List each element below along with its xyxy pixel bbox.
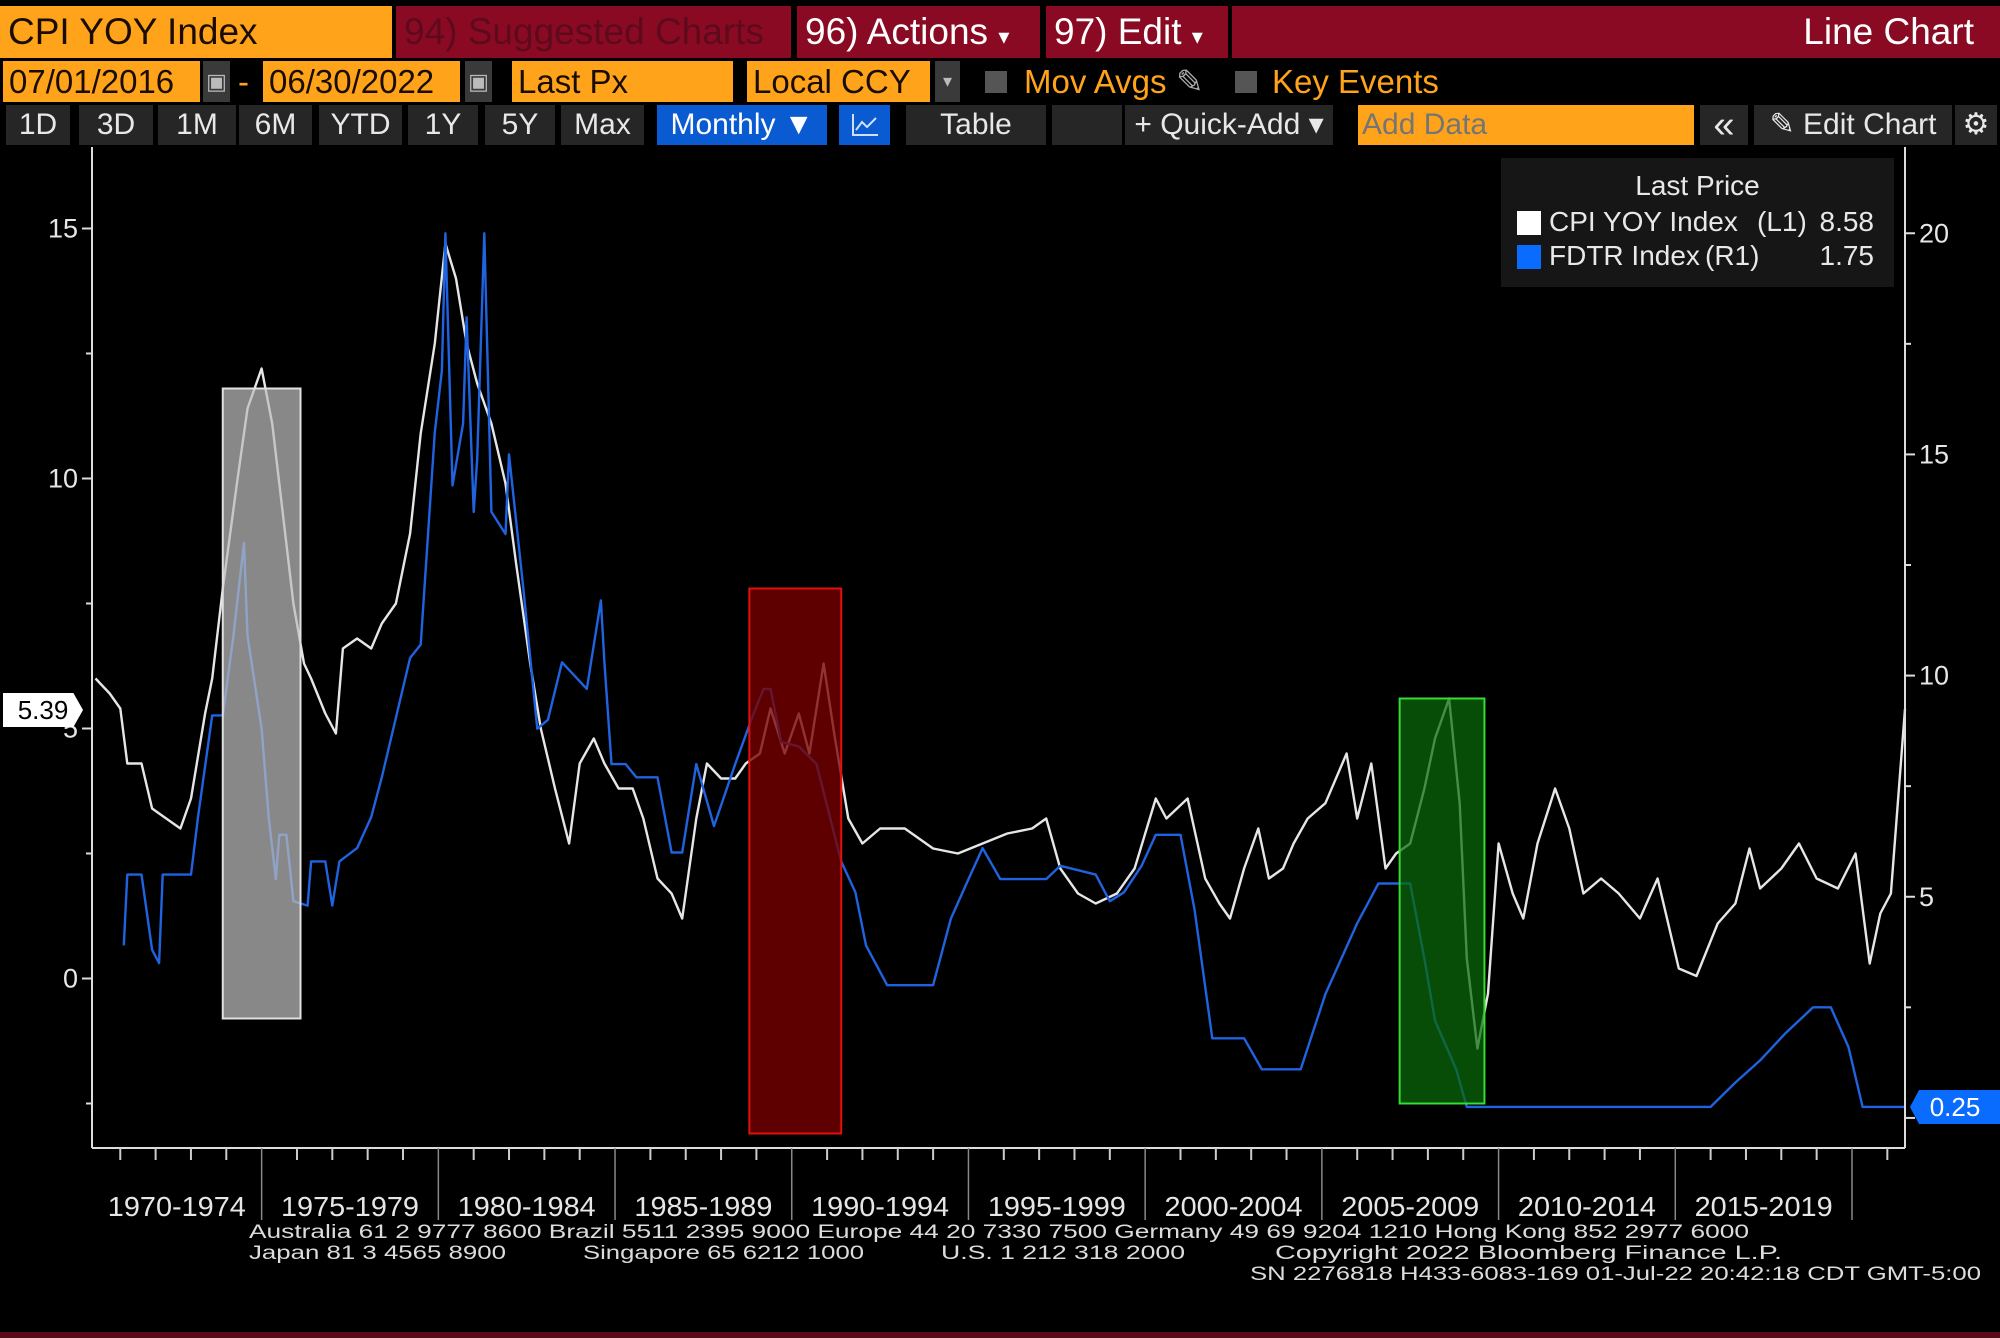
edit-menu[interactable]: 97) Edit ▾	[1046, 6, 1228, 58]
series-line-cpi-yoy-index	[94, 242, 1907, 1050]
legend-swatch-white	[1517, 211, 1541, 235]
period-1m[interactable]: 1M	[158, 105, 236, 145]
period-6m[interactable]: 6M	[239, 105, 312, 145]
edit-chart-button[interactable]: ✎ Edit Chart	[1754, 105, 1952, 145]
line-chart-icon[interactable]	[839, 105, 890, 145]
suggested-charts-button[interactable]: 94) Suggested Charts	[396, 6, 791, 58]
last-value-tag-right: 0.25	[1910, 1090, 2000, 1124]
bottom-border	[0, 1332, 2000, 1338]
security-field[interactable]: CPI YOY Index	[0, 6, 392, 58]
key-event-box-green	[1398, 697, 1486, 1105]
x-axis-category-label: 2010-2014	[1518, 1191, 1656, 1222]
gear-icon[interactable]: ⚙	[1955, 105, 1997, 145]
left-axis-tick-label: 15	[48, 214, 78, 244]
currency-dropdown-icon[interactable]: ▾	[935, 61, 960, 102]
right-axis-tick-label: 10	[1919, 661, 1949, 691]
footer-line-1: Australia 61 2 9777 8600 Brazil 5511 239…	[249, 1222, 1749, 1243]
key-event-box-red	[748, 587, 843, 1135]
right-axis-tick-label: 20	[1919, 218, 1949, 248]
period-ytd[interactable]: YTD	[319, 105, 402, 145]
key-events-label[interactable]: Key Events	[1272, 63, 1439, 100]
collapse-icon[interactable]: «	[1700, 105, 1748, 145]
period-max[interactable]: Max	[561, 105, 644, 145]
toolbar-spacer	[1052, 105, 1122, 145]
legend-axis: (L1)	[1757, 206, 1807, 237]
actions-label: 96) Actions	[805, 11, 989, 52]
legend-series-name: FDTR Index	[1549, 240, 1700, 271]
mov-avgs-checkbox[interactable]	[985, 71, 1007, 93]
add-data-input[interactable]	[1358, 105, 1694, 145]
calendar-icon[interactable]: ▣	[203, 61, 230, 102]
chart-type-title: Line Chart	[1232, 6, 2000, 58]
x-axis-category-label: 1990-1994	[811, 1191, 949, 1222]
legend-item-fdtr[interactable]: FDTR Index (R1) 1.75	[1501, 240, 1894, 274]
footer-singapore: Singapore 65 6212 1000	[583, 1243, 864, 1264]
x-axis-category-label: 2005-2009	[1341, 1191, 1479, 1222]
date-separator: -	[238, 63, 249, 100]
period-1d[interactable]: 1D	[6, 105, 70, 145]
x-axis-category-label: 2015-2019	[1695, 1191, 1833, 1222]
quick-add-button[interactable]: + Quick-Add ▾	[1125, 105, 1333, 145]
table-button[interactable]: Table	[906, 105, 1046, 145]
chevron-down-icon: ▾	[998, 24, 1010, 49]
legend-series-name: CPI YOY Index	[1549, 206, 1738, 237]
x-axis-category-label: 1985-1989	[634, 1191, 772, 1222]
period-1y[interactable]: 1Y	[408, 105, 478, 145]
pencil-icon[interactable]: ✎	[1176, 63, 1204, 100]
actions-menu[interactable]: 96) Actions ▾	[797, 6, 1040, 58]
currency-select[interactable]: Local CCY	[747, 61, 930, 102]
legend-value: 8.58	[1819, 206, 1875, 237]
frequency-dropdown[interactable]: Monthly ▼	[657, 105, 827, 145]
right-axis-tick-label: 5	[1919, 882, 1934, 912]
left-axis-tick-label: 10	[48, 464, 78, 494]
price-field-select[interactable]: Last Px	[512, 61, 733, 102]
right-axis-tick-label: 15	[1919, 439, 1949, 469]
calendar-icon[interactable]: ▣	[465, 61, 492, 102]
period-5y[interactable]: 5Y	[485, 105, 555, 145]
footer-japan: Japan 81 3 4565 8900	[249, 1243, 506, 1264]
x-axis-category-label: 1970-1974	[108, 1191, 246, 1222]
x-axis-category-label: 1980-1984	[458, 1191, 596, 1222]
mov-avgs-label[interactable]: Mov Avgs	[1024, 63, 1167, 100]
footer-copyright: Copyright 2022 Bloomberg Finance L.P.	[1275, 1243, 1782, 1264]
footer-serial: SN 2276818 H433-6083-169 01-Jul-22 20:42…	[1250, 1264, 1981, 1285]
pencil-icon: ✎	[1769, 108, 1795, 141]
series-line-fdtr-index	[122, 232, 1905, 1109]
footer-us: U.S. 1 212 318 2000	[941, 1243, 1185, 1264]
edit-label: 97) Edit	[1054, 11, 1182, 52]
edit-chart-label: Edit Chart	[1803, 108, 1937, 141]
key-event-box-gray	[221, 387, 302, 1020]
left-axis-tick-label: 0	[63, 964, 78, 994]
legend-swatch-blue	[1517, 245, 1541, 269]
start-date-input[interactable]: 07/01/2016	[3, 61, 200, 102]
x-axis-category-label: 1995-1999	[988, 1191, 1126, 1222]
legend-item-cpi[interactable]: CPI YOY Index (L1) 8.58	[1501, 206, 1894, 240]
last-value-tag-left: 5.39	[3, 693, 83, 727]
legend-title: Last Price	[1635, 170, 1760, 201]
legend-axis: (R1)	[1705, 240, 1760, 271]
legend-value: 1.75	[1819, 240, 1875, 271]
chart-legend: Last Price CPI YOY Index (L1) 8.58 FDTR …	[1501, 158, 1894, 287]
period-3d[interactable]: 3D	[79, 105, 153, 145]
x-axis-category-label: 2000-2004	[1165, 1191, 1303, 1222]
key-events-checkbox[interactable]	[1235, 71, 1257, 93]
end-date-input[interactable]: 06/30/2022	[263, 61, 460, 102]
chevron-down-icon: ▾	[1191, 24, 1203, 49]
x-axis-category-label: 1975-1979	[281, 1191, 419, 1222]
